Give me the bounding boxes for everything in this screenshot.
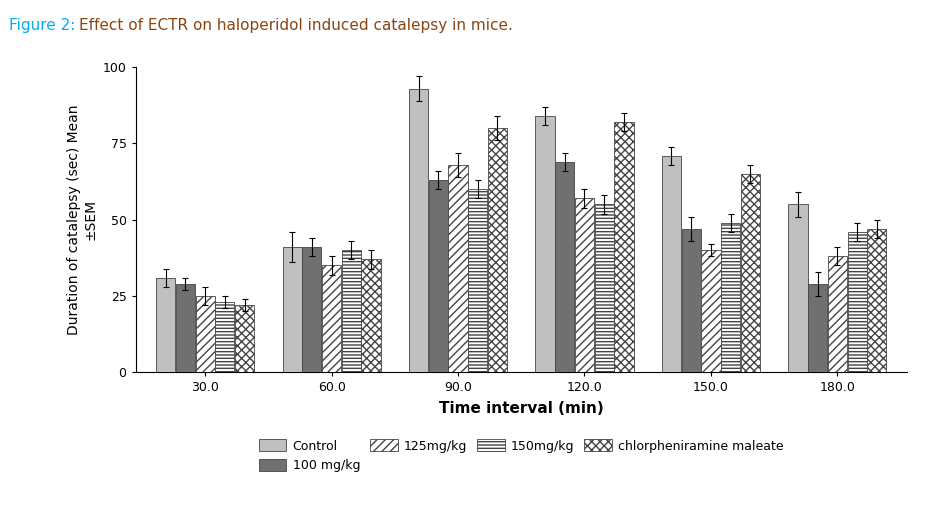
Bar	[847, 232, 867, 372]
Bar	[788, 204, 808, 372]
Bar	[827, 256, 847, 372]
Bar	[488, 128, 507, 372]
Bar	[195, 296, 215, 372]
Bar	[595, 204, 613, 372]
Bar	[215, 302, 235, 372]
Bar	[741, 174, 760, 372]
Bar	[614, 122, 634, 372]
Bar	[341, 250, 361, 372]
Bar	[701, 250, 721, 372]
Bar	[322, 266, 341, 372]
Bar	[555, 162, 574, 372]
Y-axis label: Duration of catalepsy (sec) Mean
±SEM: Duration of catalepsy (sec) Mean ±SEM	[67, 104, 97, 335]
Bar	[721, 223, 741, 372]
Bar	[176, 284, 195, 372]
Bar	[429, 180, 448, 372]
Bar	[235, 305, 254, 372]
Bar	[156, 278, 175, 372]
Bar	[662, 156, 681, 372]
Bar	[575, 199, 594, 372]
Bar	[409, 88, 428, 372]
Bar	[302, 247, 322, 372]
Bar	[449, 165, 468, 372]
Bar	[682, 229, 701, 372]
Bar	[362, 260, 381, 372]
Bar	[808, 284, 827, 372]
X-axis label: Time interval (min): Time interval (min)	[439, 401, 604, 416]
Text: Effect of ECTR on haloperidol induced catalepsy in mice.: Effect of ECTR on haloperidol induced ca…	[79, 18, 513, 33]
Legend: Control, 100 mg/kg, 125mg/kg, 150mg/kg, chlorpheniramine maleate: Control, 100 mg/kg, 125mg/kg, 150mg/kg, …	[259, 439, 784, 472]
Bar	[282, 247, 302, 372]
Text: Figure 2:: Figure 2:	[9, 18, 80, 33]
Bar	[868, 229, 886, 372]
Bar	[536, 116, 554, 372]
Bar	[468, 189, 487, 372]
